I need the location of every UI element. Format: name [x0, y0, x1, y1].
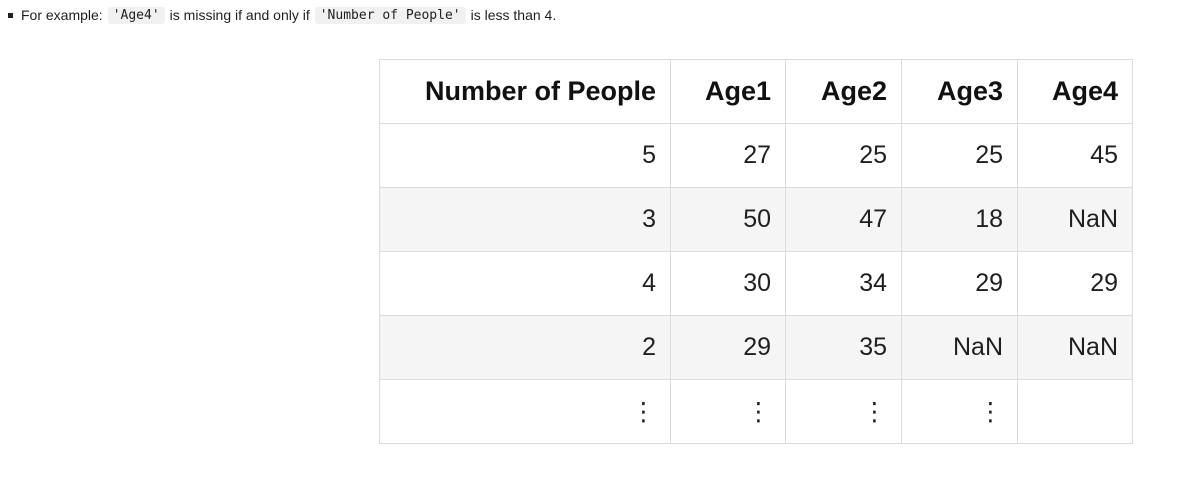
table-cell: 18 [901, 187, 1018, 252]
table-cell: 35 [785, 315, 902, 380]
table-cell: 29 [901, 251, 1018, 316]
header-cell: Age2 [785, 59, 902, 124]
ellipsis-cell [1017, 379, 1133, 444]
table-row: 2 29 35 NaN NaN [379, 315, 1133, 380]
table-cell: NaN [901, 315, 1018, 380]
table-cell: 45 [1017, 123, 1133, 188]
table-cell: 34 [785, 251, 902, 316]
table-cell: 25 [901, 123, 1018, 188]
table-cell: 29 [670, 315, 786, 380]
table-cell: 29 [1017, 251, 1133, 316]
ellipsis-cell: ⋮ [670, 379, 786, 444]
header-row: Number of People Age1 Age2 Age3 Age4 [379, 59, 1133, 124]
table-row: 3 50 47 18 NaN [379, 187, 1133, 252]
bullet-marker [8, 13, 13, 18]
table-cell: NaN [1017, 315, 1133, 380]
table-cell: 25 [785, 123, 902, 188]
example-bullet: For example: 'Age4' is missing if and on… [8, 4, 556, 26]
table-cell: 30 [670, 251, 786, 316]
ellipsis-cell: ⋮ [901, 379, 1018, 444]
table-cell: NaN [1017, 187, 1133, 252]
code-number-of-people: 'Number of People' [314, 6, 466, 24]
header-cell: Age4 [1017, 59, 1133, 124]
ellipsis-cell: ⋮ [379, 379, 671, 444]
code-age4: 'Age4' [107, 6, 165, 24]
table-row: 4 30 34 29 29 [379, 251, 1133, 316]
table-row: 5 27 25 25 45 [379, 123, 1133, 188]
example-suffix: is less than 4. [470, 7, 557, 23]
header-cell: Age1 [670, 59, 786, 124]
table-cell: 3 [379, 187, 671, 252]
table-cell: 27 [670, 123, 786, 188]
table-cell: 2 [379, 315, 671, 380]
table-cell: 50 [670, 187, 786, 252]
header-cell: Number of People [379, 59, 671, 124]
example-prefix: For example: [21, 7, 103, 23]
example-middle: is missing if and only if [169, 7, 310, 23]
ellipsis-cell: ⋮ [785, 379, 902, 444]
header-cell: Age3 [901, 59, 1018, 124]
table-cell: 47 [785, 187, 902, 252]
table-cell: 5 [379, 123, 671, 188]
table-row-ellipsis: ⋮ ⋮ ⋮ ⋮ [379, 379, 1133, 444]
table-cell: 4 [379, 251, 671, 316]
data-table: Number of People Age1 Age2 Age3 Age4 5 2… [379, 59, 1133, 444]
